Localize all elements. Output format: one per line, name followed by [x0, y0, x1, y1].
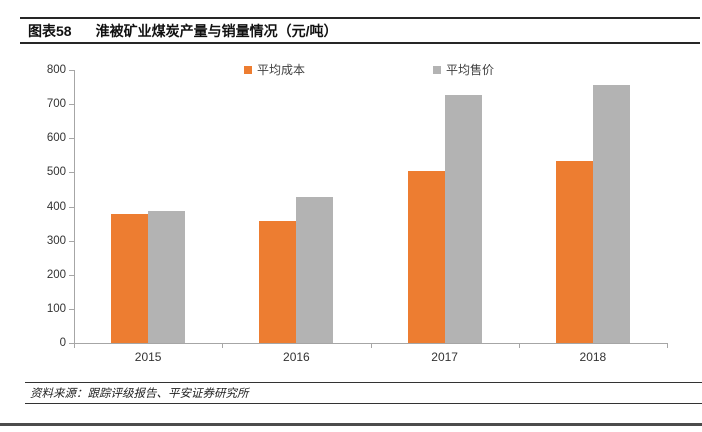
figure-number: 图表58	[28, 22, 72, 39]
x-tick-mark	[74, 344, 75, 348]
x-category-label: 2015	[134, 350, 162, 364]
y-tick-mark	[69, 206, 74, 208]
y-tick-mark	[69, 240, 74, 242]
page-bottom-rule	[0, 423, 702, 426]
x-tick-mark	[222, 344, 224, 348]
legend-item: 平均成本	[244, 63, 305, 77]
bar	[111, 214, 149, 343]
y-tick-mark	[69, 308, 74, 310]
y-tick-label: 400	[46, 200, 66, 213]
legend-swatch	[244, 66, 252, 74]
legend-swatch	[433, 66, 441, 74]
figure-header: 图表58 淮被矿业煤炭产量与销量情况（元/吨）	[20, 17, 700, 44]
x-tick-mark	[667, 344, 668, 348]
x-axis-line	[74, 343, 668, 344]
y-tick-mark	[69, 138, 74, 140]
bar	[296, 196, 334, 343]
bar	[407, 171, 445, 343]
y-tick-label: 700	[46, 98, 66, 111]
legend-item: 平均售价	[433, 63, 494, 77]
source-note: 资料来源：跟踪评级报告、平安证券研究所	[30, 388, 249, 400]
y-tick-mark	[69, 343, 74, 344]
x-category-label: 2017	[431, 350, 458, 364]
x-tick-mark	[518, 344, 520, 348]
y-axis-line	[74, 70, 75, 343]
y-tick-label: 100	[46, 302, 66, 315]
legend-label: 平均售价	[446, 63, 495, 77]
figure-footer: 资料来源：跟踪评级报告、平安证券研究所	[25, 382, 702, 404]
x-category-label: 2016	[283, 350, 310, 364]
y-tick-label: 0	[59, 337, 66, 349]
x-tick-mark	[370, 344, 372, 348]
bar	[259, 220, 297, 343]
y-tick-mark	[69, 274, 74, 276]
figure-title: 淮被矿业煤炭产量与销量情况（元/吨）	[95, 22, 338, 39]
y-tick-label: 600	[46, 132, 66, 145]
legend-label: 平均成本	[257, 63, 306, 77]
bar	[592, 85, 630, 343]
y-tick-label: 800	[46, 64, 66, 76]
x-category-label: 2018	[579, 350, 607, 364]
bar	[555, 161, 593, 343]
bar	[444, 94, 482, 343]
y-tick-mark	[69, 104, 74, 106]
y-tick-mark	[69, 70, 74, 71]
y-tick-label: 500	[46, 166, 66, 179]
y-tick-mark	[69, 172, 74, 174]
y-tick-label: 200	[46, 268, 66, 281]
y-tick-label: 300	[46, 234, 66, 247]
bar	[148, 211, 186, 343]
